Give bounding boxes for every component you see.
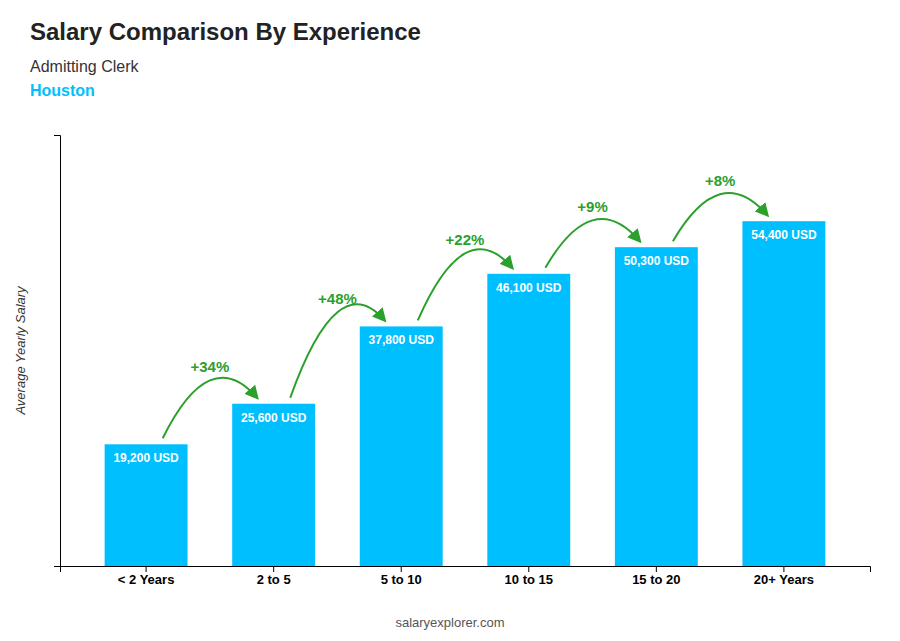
x-tick-mark xyxy=(783,566,784,572)
x-tick-mark xyxy=(146,566,147,572)
x-tick: < 2 Years xyxy=(118,566,175,587)
data-label: 25,600 USD xyxy=(241,411,307,425)
bars xyxy=(105,221,826,566)
chart: Salary Comparison By Experience Admitting… xyxy=(0,0,900,641)
x-tick-label: < 2 Years xyxy=(118,572,175,587)
arrow xyxy=(673,193,767,241)
y-axis-line xyxy=(54,136,61,567)
subtitle: Houston xyxy=(30,82,95,99)
x-tick-label: 20+ Years xyxy=(754,572,814,587)
bar xyxy=(487,274,570,566)
y-axis xyxy=(54,136,61,567)
x-tick-label: 2 to 5 xyxy=(257,572,291,587)
annotation: +9% xyxy=(577,198,607,215)
y-axis-title: Average Yearly Salary xyxy=(13,285,28,416)
annotation: +22% xyxy=(446,231,485,248)
arrow xyxy=(290,304,384,397)
arrow xyxy=(545,219,639,268)
data-label: 46,100 USD xyxy=(496,281,562,295)
data-label: 54,400 USD xyxy=(751,228,817,242)
x-tick: 20+ Years xyxy=(754,566,814,587)
annotation: +34% xyxy=(190,358,229,375)
arrow xyxy=(163,378,257,439)
bar xyxy=(232,404,315,566)
x-tick-label: 15 to 20 xyxy=(632,572,680,587)
x-axis: < 2 Years 2 to 5 5 to 10 10 to 15 15 to 20 20… xyxy=(61,566,871,587)
plot: < 2 Years 2 to 5 5 to 10 10 to 15 15 to 20 20… xyxy=(54,136,871,588)
x-tick: 2 to 5 xyxy=(257,566,291,587)
x-tick-mark xyxy=(528,566,529,572)
x-tick-mark xyxy=(401,566,402,572)
bar xyxy=(360,326,443,566)
x-tick: 10 to 15 xyxy=(505,566,553,587)
x-tick-mark xyxy=(273,566,274,572)
x-axis-line xyxy=(61,567,871,573)
x-tick-label: 5 to 10 xyxy=(381,572,422,587)
annotation: +8% xyxy=(705,172,735,189)
x-tick-mark xyxy=(656,566,657,572)
data-labels: 19,200 USD 25,600 USD 37,800 USD 46,100 USD… xyxy=(113,228,817,465)
source: salaryexplorer.com xyxy=(395,615,504,630)
annotation: +48% xyxy=(318,290,357,307)
x-tick: 15 to 20 xyxy=(632,566,680,587)
title: Salary Comparison By Experience xyxy=(30,18,421,45)
bar xyxy=(742,221,825,566)
x-tick: 5 to 10 xyxy=(381,566,422,587)
subtitle: Admitting Clerk xyxy=(30,58,139,75)
data-label: 50,300 USD xyxy=(624,254,690,268)
annotations: +34% +48% +22% +9% +8% xyxy=(163,172,768,438)
bar xyxy=(615,247,698,566)
x-tick-label: 10 to 15 xyxy=(505,572,553,587)
data-label: 37,800 USD xyxy=(369,333,435,347)
data-label: 19,200 USD xyxy=(113,451,179,465)
bar xyxy=(105,444,188,566)
arrow xyxy=(418,249,512,320)
